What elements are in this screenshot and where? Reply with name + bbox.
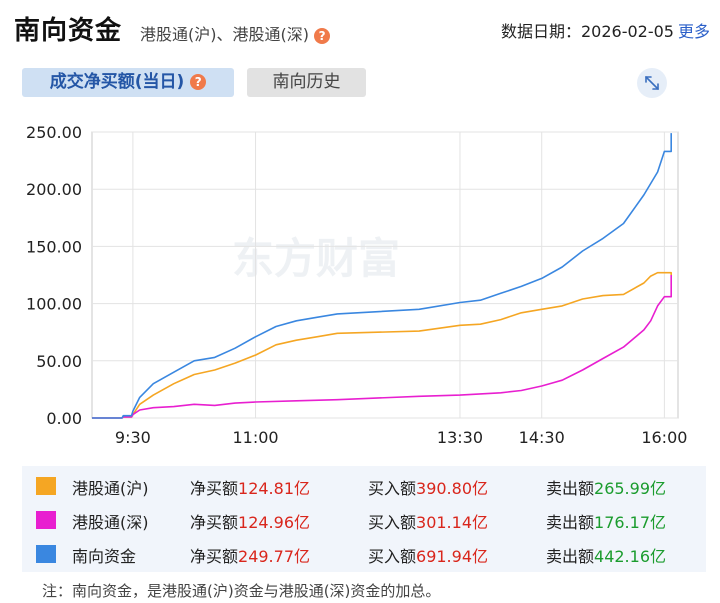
- net-buy-value: 124.96亿: [238, 513, 311, 532]
- buy-label: 买入额: [368, 479, 417, 498]
- series: [92, 133, 673, 419]
- net-buy-value: 124.81亿: [238, 479, 311, 498]
- buy-value: 301.14亿: [416, 513, 489, 532]
- page-subtitle: 港股通(沪)、港股通(深) ?: [140, 21, 331, 45]
- sell-label: 卖出额: [546, 547, 595, 566]
- y-tick-label: 250.00: [26, 123, 82, 142]
- net-buy-label: 净买额: [190, 479, 239, 498]
- series-name: 港股通(沪): [72, 479, 149, 498]
- x-axis: 9:30 11:00 13:30 14:30 16:00: [115, 428, 688, 447]
- sell-value: 176.17亿: [594, 513, 667, 532]
- legend-table: 港股通(沪) 净买额124.81亿 买入额390.80亿 卖出额265.99亿 …: [22, 466, 706, 572]
- y-tick-label: 200.00: [26, 180, 82, 199]
- legend-row: 南向资金 净买额249.77亿 买入额691.94亿 卖出额442.16亿: [22, 538, 706, 568]
- buy: 买入额390.80亿: [368, 475, 488, 499]
- data-date: 数据日期：2026-02-05 更多: [501, 18, 710, 42]
- x-tick-label: 11:00: [232, 428, 278, 447]
- sell-label: 卖出额: [546, 479, 595, 498]
- tab-help-icon[interactable]: ?: [190, 74, 207, 90]
- tab-net-buy-today[interactable]: 成交净买额(当日) ?: [22, 68, 234, 97]
- series-name: 港股通(深): [72, 513, 149, 532]
- y-tick-label: 150.00: [26, 237, 82, 256]
- y-tick-label: 0.00: [46, 409, 82, 428]
- legend-row: 港股通(深) 净买额124.96亿 买入额301.14亿 卖出额176.17亿: [22, 504, 706, 534]
- legend-swatch: [36, 477, 56, 495]
- sell: 卖出额442.16亿: [546, 543, 666, 567]
- net-buy: 净买额249.77亿: [190, 543, 310, 567]
- sell: 卖出额265.99亿: [546, 475, 666, 499]
- chart: 东方财富 0.00 50.00 100.00 150.00 200.00 250.00 9…: [26, 123, 688, 447]
- help-icon[interactable]: ?: [314, 27, 331, 44]
- buy-value: 390.80亿: [416, 479, 489, 498]
- legend-swatch: [36, 511, 56, 529]
- y-tick-label: 50.00: [36, 352, 82, 371]
- buy-value: 691.94亿: [416, 547, 489, 566]
- y-tick-label: 100.00: [26, 295, 82, 314]
- net-buy: 净买额124.96亿: [190, 509, 310, 533]
- net-buy-label: 净买额: [190, 513, 239, 532]
- series-line-2: [92, 275, 673, 419]
- tab-southbound-history[interactable]: 南向历史: [247, 68, 366, 97]
- net-buy: 净买额124.81亿: [190, 475, 310, 499]
- series-name: 南向资金: [72, 547, 137, 566]
- date-label: 数据日期：: [500, 22, 581, 41]
- sell-label: 卖出额: [546, 513, 595, 532]
- tab-label: 成交净买额(当日): [49, 72, 185, 92]
- net-buy-value: 249.77亿: [238, 547, 311, 566]
- x-tick-label: 9:30: [115, 428, 151, 447]
- legend-swatch: [36, 545, 56, 563]
- page-title: 南向资金: [14, 16, 123, 46]
- x-tick-label: 16:00: [641, 428, 687, 447]
- series-line-3: [92, 133, 673, 419]
- date-value: 2026-02-05: [581, 22, 674, 41]
- x-tick-label: 13:30: [437, 428, 483, 447]
- tab-label: 南向历史: [272, 72, 341, 92]
- y-axis: 0.00 50.00 100.00 150.00 200.00 250.00: [26, 123, 82, 428]
- x-tick-label: 14:30: [519, 428, 565, 447]
- buy-label: 买入额: [368, 513, 417, 532]
- sell-value: 442.16亿: [594, 547, 667, 566]
- watermark: 东方财富: [232, 234, 400, 283]
- sell-value: 265.99亿: [594, 479, 667, 498]
- expand-icon: [645, 76, 659, 90]
- grid: [91, 131, 679, 419]
- expand-button[interactable]: [637, 68, 667, 98]
- more-link[interactable]: 更多: [677, 22, 710, 41]
- buy: 买入额691.94亿: [368, 543, 488, 567]
- buy-label: 买入额: [368, 547, 417, 566]
- legend-row: 港股通(沪) 净买额124.81亿 买入额390.80亿 卖出额265.99亿: [22, 470, 706, 500]
- subtitle-text: 港股通(沪)、港股通(深): [140, 25, 309, 44]
- net-buy-label: 净买额: [190, 547, 239, 566]
- buy: 买入额301.14亿: [368, 509, 488, 533]
- footnote: 注：南向资金，是港股通(沪)资金与港股通(深)资金的加总。: [42, 582, 441, 600]
- sell: 卖出额176.17亿: [546, 509, 666, 533]
- series-line-1: [92, 271, 673, 419]
